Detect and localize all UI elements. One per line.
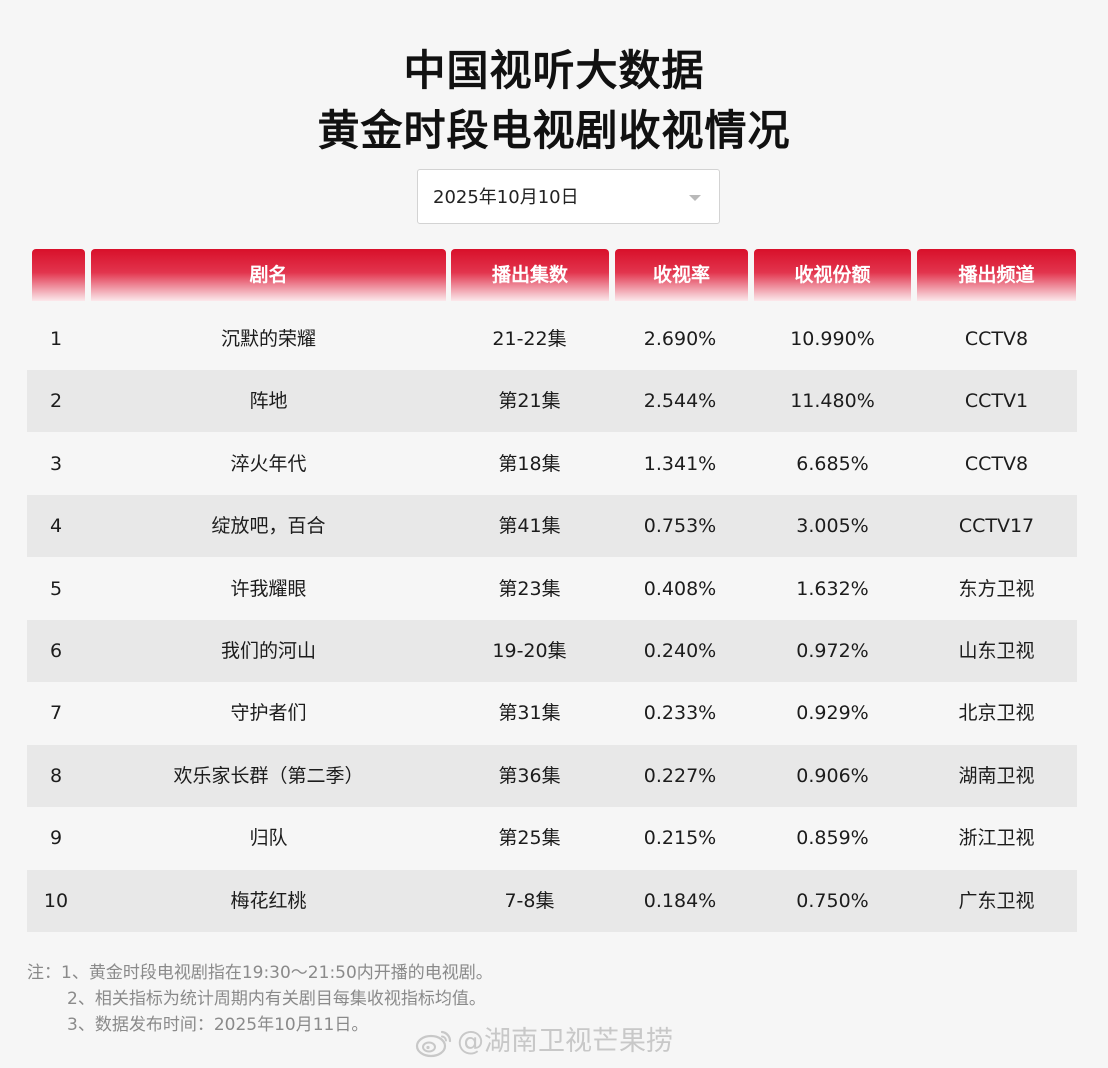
row-channel: 浙江卫视: [958, 827, 1035, 850]
watermark: @湖南卫视芒果捞: [415, 1024, 673, 1060]
row-share: 3.005%: [796, 515, 869, 538]
row-title: 梅花红桃: [230, 889, 307, 912]
row-rank: 6: [49, 640, 63, 662]
row-channel: 东方卫视: [958, 577, 1035, 600]
row-rating: 0.753%: [643, 515, 717, 538]
row-rating: 0.215%: [643, 827, 717, 850]
row-rank: 9: [49, 827, 63, 850]
row-rating: 0.408%: [643, 577, 717, 600]
row-channel: 北京卫视: [958, 702, 1035, 725]
date-select-value: 2025年10月10日: [433, 187, 579, 208]
header-rank: [32, 249, 85, 301]
row-episodes: 19-20集: [492, 640, 567, 662]
header-channel: 播出频道: [917, 249, 1076, 301]
row-rank: 5: [49, 577, 63, 600]
row-channel: CCTV1: [964, 390, 1029, 413]
footnotes: 注：1、黄金时段电视剧指在19:30～21:50内开播的电视剧。 2、相关指标为…: [27, 960, 493, 1038]
footnote-1: 注：1、黄金时段电视剧指在19:30～21:50内开播的电视剧。: [27, 963, 493, 983]
row-rank: 1: [49, 328, 63, 350]
row-title: 阵地: [249, 390, 288, 413]
row-rating: 1.341%: [643, 452, 717, 475]
row-rank: 4: [49, 515, 63, 538]
row-rank: 7: [49, 702, 63, 725]
watermark-text: @湖南卫视芒果捞: [457, 1026, 673, 1057]
table-row: 4 绽放吧，百合 第41集 0.753% 3.005% CCTV17: [27, 495, 1077, 558]
table-row: 5 许我耀眼 第23集 0.408% 1.632% 东方卫视: [27, 558, 1077, 620]
row-title: 归队: [249, 827, 288, 850]
header-episodes: 播出集数: [451, 249, 609, 301]
row-rating: 0.233%: [643, 702, 717, 725]
row-rank: 3: [49, 452, 63, 475]
row-title: 淬火年代: [230, 452, 307, 475]
row-episodes: 第18集: [498, 452, 561, 475]
weibo-icon: [415, 1028, 453, 1058]
header-rating: 收视率: [615, 249, 748, 301]
table-row: 10 梅花红桃 7-8集 0.184% 0.750% 广东卫视: [27, 869, 1077, 932]
row-episodes: 第25集: [498, 827, 561, 850]
table-header: 剧名 播出集数 收视率 收视份额 播出频道: [0, 249, 1108, 301]
table-row: 3 淬火年代 第18集 1.341% 6.685% CCTV8: [27, 433, 1077, 495]
row-share: 0.929%: [796, 702, 869, 725]
row-rating: 0.184%: [643, 889, 717, 912]
row-rank: 2: [49, 390, 63, 413]
row-title: 沉默的荣耀: [220, 328, 316, 350]
row-rating: 0.240%: [643, 640, 717, 662]
row-rank: 10: [43, 889, 69, 912]
table-row: 2 阵地 第21集 2.544% 11.480% CCTV1: [27, 370, 1077, 433]
row-channel: CCTV8: [964, 452, 1029, 475]
date-select[interactable]: 2025年10月10日: [417, 169, 720, 224]
row-share: 0.750%: [796, 889, 869, 912]
row-episodes: 第31集: [498, 702, 561, 725]
row-share: 10.990%: [790, 328, 875, 350]
page-title-line-2: 黄金时段电视剧收视情况: [317, 106, 791, 155]
row-episodes: 第41集: [498, 515, 561, 538]
row-channel: 广东卫视: [958, 889, 1035, 912]
row-title: 许我耀眼: [230, 577, 307, 600]
row-episodes: 第23集: [498, 577, 561, 600]
row-channel: CCTV17: [958, 515, 1035, 538]
row-share: 0.972%: [796, 640, 869, 662]
row-title: 守护者们: [230, 702, 307, 725]
table-row: 8 欢乐家长群（第二季） 第36集 0.227% 0.906% 湖南卫视: [27, 744, 1077, 807]
row-share: 0.859%: [796, 827, 869, 850]
row-episodes: 第21集: [498, 390, 561, 413]
row-episodes: 第36集: [498, 764, 561, 787]
table-row: 6 我们的河山 19-20集 0.240% 0.972% 山东卫视: [27, 620, 1077, 682]
table-row: 1 沉默的荣耀 21-22集 2.690% 10.990% CCTV8: [27, 308, 1077, 370]
table-row: 7 守护者们 第31集 0.233% 0.929% 北京卫视: [27, 682, 1077, 744]
footnote-2: 2、相关指标为统计周期内有关剧目每集收视指标均值。: [67, 989, 486, 1009]
page-title-line-1: 中国视听大数据: [403, 46, 705, 95]
row-rank: 8: [49, 764, 63, 787]
row-share: 11.480%: [790, 390, 875, 413]
row-channel: 湖南卫视: [958, 764, 1035, 787]
row-title: 我们的河山: [220, 640, 316, 662]
header-share: 收视份额: [754, 249, 911, 301]
row-rating: 0.227%: [643, 764, 717, 787]
row-share: 1.632%: [796, 577, 869, 600]
row-title: 绽放吧，百合: [211, 515, 326, 538]
row-rating: 2.544%: [643, 390, 717, 413]
chevron-down-icon: [689, 195, 701, 201]
row-episodes: 21-22集: [492, 328, 567, 350]
table-row: 9 归队 第25集 0.215% 0.859% 浙江卫视: [27, 807, 1077, 869]
header-title: 剧名: [91, 249, 446, 301]
row-channel: 山东卫视: [958, 640, 1035, 662]
row-share: 0.906%: [796, 764, 869, 787]
row-title: 欢乐家长群（第二季）: [173, 764, 364, 787]
row-channel: CCTV8: [964, 328, 1029, 350]
row-episodes: 7-8集: [504, 889, 555, 912]
footnote-3: 3、数据发布时间：2025年10月11日。: [67, 1015, 369, 1035]
row-share: 6.685%: [796, 452, 869, 475]
row-rating: 2.690%: [643, 328, 717, 350]
